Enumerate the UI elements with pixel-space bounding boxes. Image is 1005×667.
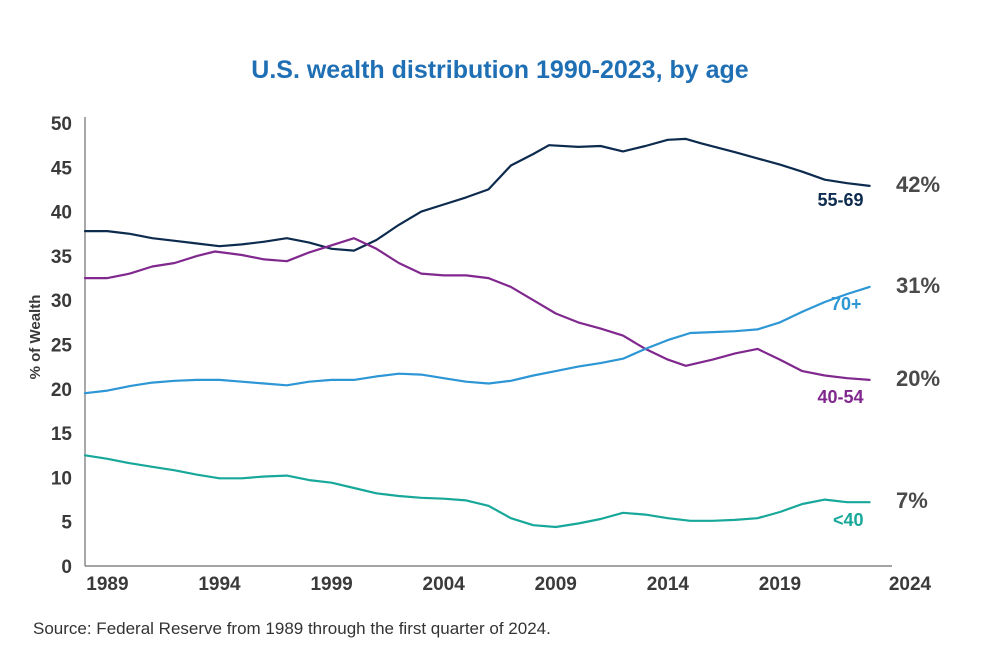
y-tick-label: 15: [51, 424, 73, 445]
series-name-label: 40-54: [818, 387, 864, 407]
series-line-55-69: [83, 137, 871, 252]
x-tick-label: 2024: [889, 574, 932, 595]
y-tick-label: 5: [61, 513, 72, 534]
series-name-label: 70+: [831, 294, 862, 314]
series-line-40: [83, 454, 871, 529]
series-lines: [83, 137, 871, 529]
y-tick-label: 50: [51, 114, 72, 135]
x-tick-label: 2004: [423, 574, 466, 595]
x-tick-label: 1989: [86, 574, 128, 595]
y-tick-label: 10: [51, 468, 72, 489]
x-tick-label: 1994: [198, 574, 241, 595]
series-name-label: <40: [833, 510, 864, 530]
y-tick-label: 30: [51, 291, 72, 312]
x-tick-label: 2009: [535, 574, 577, 595]
y-tick-label: 35: [51, 247, 73, 268]
x-tick-label: 2019: [759, 574, 801, 595]
series-name-label: 55-69: [818, 190, 864, 210]
series-end-value-label: 20%: [896, 366, 940, 391]
series-labels: 55-69 42% 40-54 20% 70+ 31% <40 7%: [818, 172, 941, 530]
y-tick-label: 0: [61, 557, 72, 578]
x-tick-label: 2014: [647, 574, 690, 595]
series-end-value-label: 7%: [896, 488, 928, 513]
series-line-40-54: [83, 237, 871, 381]
series-end-value-label: 31%: [896, 273, 940, 298]
y-axis-label: % of Wealth: [27, 295, 44, 380]
y-tick-label: 45: [51, 158, 73, 179]
axes: 0 5 10 15 20 25 30 35 40 45 50 1989 1994 1999 2004 2009…: [51, 114, 932, 595]
source-note: Source: Federal Reserve from 1989 throug…: [33, 619, 551, 638]
x-tick-label: 1999: [310, 574, 352, 595]
y-tick-label: 25: [51, 336, 73, 357]
series-line-70: [83, 285, 871, 395]
y-tick-label: 40: [51, 203, 72, 224]
y-tick-label: 20: [51, 380, 72, 401]
chart-title: U.S. wealth distribution 1990-2023, by a…: [251, 56, 748, 84]
series-end-value-label: 42%: [896, 172, 940, 197]
